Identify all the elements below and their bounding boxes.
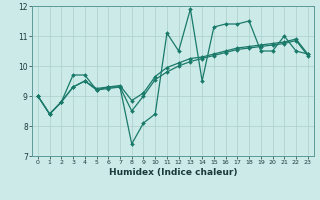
X-axis label: Humidex (Indice chaleur): Humidex (Indice chaleur) <box>108 168 237 177</box>
